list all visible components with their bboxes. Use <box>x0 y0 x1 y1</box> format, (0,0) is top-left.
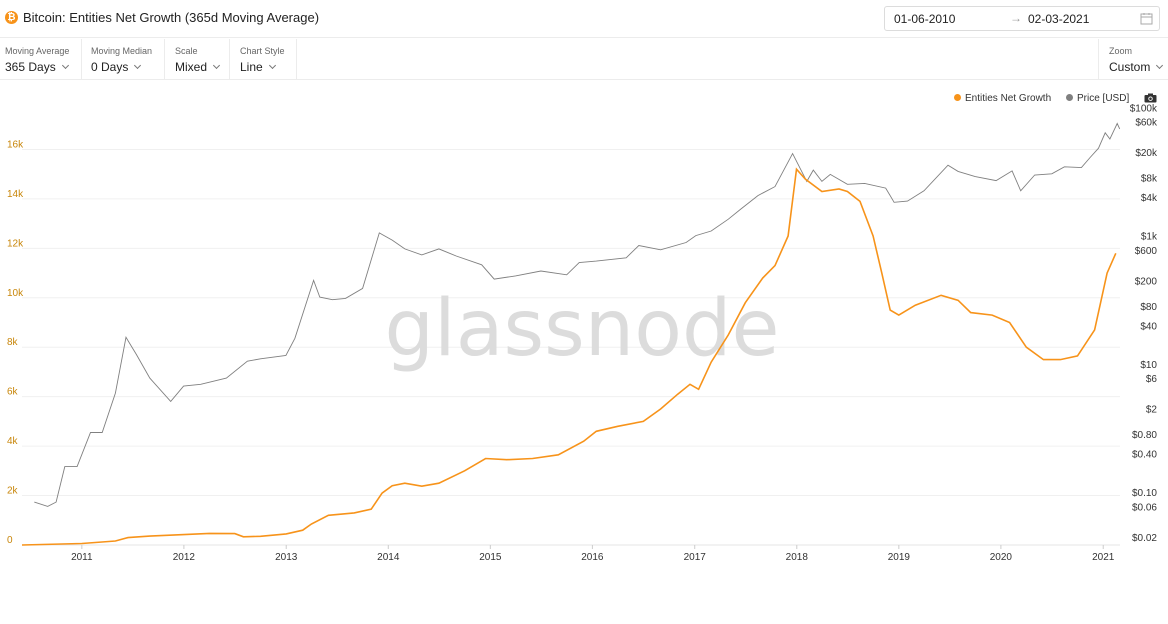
x-tick-label: 2018 <box>786 552 809 563</box>
y-right-tick-label: $0.06 <box>1132 502 1157 513</box>
x-tick-label: 2011 <box>71 552 93 563</box>
y-left-tick-label: 10k <box>7 288 24 299</box>
x-tick-label: 2012 <box>173 552 196 563</box>
zoom-value: Custom <box>1109 60 1151 74</box>
y-right-tick-label: $60k <box>1135 118 1158 129</box>
y-right-tick-label: $0.80 <box>1132 430 1157 441</box>
scale-value: Mixed <box>175 60 208 74</box>
x-tick-label: 2016 <box>581 552 604 563</box>
y-axis-right: $0.02 $0.06 $0.10 $0.40 $0.80 $2 $6 $10 $40 $80 $2… <box>1130 103 1158 544</box>
series-line-entities <box>21 167 1117 546</box>
calendar-icon[interactable] <box>1140 12 1153 25</box>
x-axis: 2011 2012 2013 2014 2015 2016 2017 2018 2019 2020… <box>71 545 1115 563</box>
arrow-right-icon: → <box>1010 11 1022 25</box>
y-right-tick-label: $80 <box>1140 302 1157 313</box>
y-right-tick-label: $200 <box>1135 276 1158 287</box>
legend-label-price: Price [USD] <box>1077 93 1130 104</box>
moving-average-select[interactable]: Moving Average 365 Days <box>0 39 82 79</box>
scale-label: Scale <box>175 46 198 56</box>
moving-median-value: 0 Days <box>91 60 129 74</box>
y-right-tick-label: $1k <box>1141 232 1158 243</box>
x-tick-label: 2013 <box>275 552 298 563</box>
moving-median-label: Moving Median <box>91 46 153 56</box>
y-left-tick-label: 12k <box>7 238 24 249</box>
chart-style-label: Chart Style <box>240 46 285 56</box>
y-left-tick-label: 6k <box>7 387 19 398</box>
series-line-price <box>34 122 1121 507</box>
grid-lines <box>22 148 1120 546</box>
y-left-tick-label: 8k <box>7 337 19 348</box>
x-tick-label: 2021 <box>1092 552 1115 563</box>
y-right-tick-label: $2 <box>1146 405 1158 416</box>
scale-select[interactable]: Scale Mixed <box>165 39 230 79</box>
y-left-tick-label: 14k <box>7 189 24 200</box>
y-right-tick-label: $8k <box>1141 174 1158 185</box>
moving-average-label: Moving Average <box>5 46 70 56</box>
date-range-picker[interactable]: 01-06-2010 → 02-03-2021 <box>884 6 1160 31</box>
x-tick-label: 2019 <box>888 552 911 563</box>
y-right-tick-label: $0.10 <box>1132 488 1157 499</box>
moving-median-select[interactable]: Moving Median 0 Days <box>82 39 165 79</box>
y-right-tick-label: $100k <box>1130 103 1158 114</box>
legend-label-entities: Entities Net Growth <box>965 93 1052 104</box>
legend-swatch-price <box>1066 94 1073 101</box>
legend-item-price[interactable]: Price [USD] <box>1066 93 1129 104</box>
date-end-input[interactable]: 02-03-2021 <box>1028 12 1090 26</box>
zoom-label: Zoom <box>1109 46 1133 56</box>
y-right-tick-label: $20k <box>1135 148 1158 159</box>
legend-swatch-entities <box>954 94 961 101</box>
y-right-tick-label: $600 <box>1135 246 1158 257</box>
chart-title: Bitcoin: Entities Net Growth (365d Movin… <box>23 10 320 25</box>
chart-style-value: Line <box>240 60 263 74</box>
y-left-tick-label: 16k <box>7 139 24 150</box>
y-right-tick-label: $4k <box>1141 193 1158 204</box>
y-axis-left: 0 2k 4k 6k 8k 10k 12k 14k 16k <box>7 139 24 546</box>
y-right-tick-label: $40 <box>1140 321 1157 332</box>
x-tick-label: 2015 <box>479 552 502 563</box>
moving-average-value: 365 Days <box>5 60 56 74</box>
x-tick-label: 2020 <box>990 552 1013 563</box>
x-tick-label: 2014 <box>377 552 400 563</box>
y-right-tick-label: $0.40 <box>1132 450 1157 461</box>
chart-controls: Moving Average 365 Days Moving Median 0 … <box>0 39 1168 80</box>
y-left-tick-label: 2k <box>7 486 19 497</box>
y-right-tick-label: $0.02 <box>1132 533 1157 544</box>
y-left-tick-label: 4k <box>7 436 19 447</box>
legend-item-entities[interactable]: Entities Net Growth <box>954 93 1051 104</box>
y-right-tick-label: $6 <box>1146 374 1158 385</box>
date-start-input[interactable]: 01-06-2010 <box>894 12 956 26</box>
camera-icon[interactable] <box>1144 93 1157 103</box>
y-right-tick-label: $10 <box>1140 360 1157 371</box>
zoom-select[interactable]: Zoom Custom <box>1098 39 1168 79</box>
chart-header: ₿ Bitcoin: Entities Net Growth (365d Mov… <box>0 0 1168 38</box>
watermark-text: glassnode <box>385 284 780 374</box>
bitcoin-icon: ₿ <box>5 11 18 24</box>
x-tick-label: 2017 <box>684 552 707 563</box>
chart-style-select[interactable]: Chart Style Line <box>230 39 297 79</box>
y-left-tick-label: 0 <box>7 535 13 546</box>
